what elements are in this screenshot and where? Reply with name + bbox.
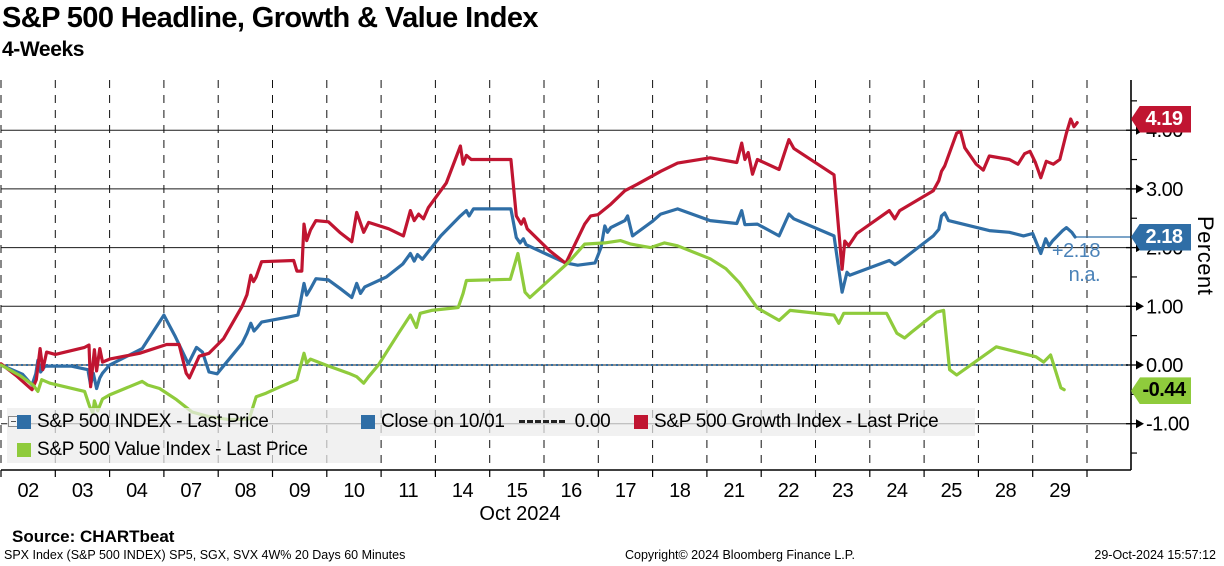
legend-background-row2 xyxy=(7,436,380,463)
x-tick-label: 25 xyxy=(941,480,963,502)
page-title: S&P 500 Headline, Growth & Value Index xyxy=(2,2,539,34)
price-tag-value[interactable]: -0.44 xyxy=(1131,377,1191,405)
y-axis-title: Percent xyxy=(1193,216,1218,296)
legend-item-growth-index[interactable]: S&P 500 Growth Index - Last Price xyxy=(634,408,939,435)
value-index-swatch xyxy=(17,442,31,457)
x-tick-label: 16 xyxy=(561,480,583,502)
y-tick-label: 1.00 xyxy=(1146,296,1183,318)
y-tick-label: 3.00 xyxy=(1146,179,1183,201)
close-line-swatch xyxy=(361,414,375,429)
x-tick-label: 15 xyxy=(506,480,528,502)
x-tick-label: 02 xyxy=(18,480,40,502)
footer-copyright: Copyright© 2024 Bloomberg Finance L.P. xyxy=(625,548,855,562)
y-tick-arrow-icon xyxy=(1136,301,1144,311)
x-tick-label: 09 xyxy=(289,480,311,502)
footer-ticker-info: SPX Index (S&P 500 INDEX) SP5, SGX, SVX … xyxy=(4,548,406,562)
x-tick-label: 14 xyxy=(452,480,474,502)
legend-label: S&P 500 Value Index - Last Price xyxy=(37,439,308,460)
last-change-annotation: +2.18 n.a. xyxy=(1000,239,1101,287)
series-line-s-p-500-index-last-price[interactable] xyxy=(0,207,1077,391)
legend-label: Close on 10/01 xyxy=(381,411,505,432)
dashed-line-sample-icon xyxy=(518,420,565,423)
x-tick-label: 22 xyxy=(778,480,800,502)
growth-index-swatch xyxy=(634,414,648,429)
close-line-value: 0.00 xyxy=(574,411,611,432)
x-tick-label: 24 xyxy=(886,480,908,502)
source-line: Source: CHARTbeat xyxy=(12,527,175,546)
y-tick-arrow-icon xyxy=(1136,419,1144,429)
legend-item-value-index[interactable]: S&P 500 Value Index - Last Price xyxy=(17,436,308,463)
x-tick-label: 11 xyxy=(398,480,418,502)
legend-row-1: S&P 500 INDEX - Last Price Close on 10/0… xyxy=(0,408,1000,435)
x-tick-label: 23 xyxy=(832,480,854,502)
y-tick-label: 0.00 xyxy=(1146,355,1183,377)
legend-row-2: S&P 500 Value Index - Last Price xyxy=(0,436,500,463)
x-tick-label: 07 xyxy=(180,480,202,502)
y-tick-arrow-icon xyxy=(1136,360,1144,370)
spx-index-swatch xyxy=(17,414,31,429)
x-tick-label: 08 xyxy=(235,480,257,502)
legend-item-spx-index[interactable]: S&P 500 INDEX - Last Price xyxy=(17,408,269,435)
footer-timestamp: 29-Oct-2024 15:57:12 xyxy=(1094,548,1216,562)
x-tick-label: 18 xyxy=(669,480,691,502)
y-tick-label: -1.00 xyxy=(1146,414,1189,436)
x-tick-label: 21 xyxy=(723,480,745,502)
series-line-s-p-500-growth-index-last-price[interactable] xyxy=(0,117,1079,392)
price-tag-spx[interactable]: 2.18 xyxy=(1131,223,1191,251)
y-tick-arrow-icon xyxy=(1136,184,1144,194)
page-subtitle: 4-Weeks xyxy=(2,38,85,61)
legend-item-close-line[interactable]: Close on 10/01 0.00 xyxy=(361,408,611,435)
x-tick-label: 29 xyxy=(1049,480,1071,502)
x-tick-label: 04 xyxy=(126,480,148,502)
series-line-s-p-500-value-index-last-price[interactable] xyxy=(0,239,1066,422)
legend-background-row1 xyxy=(7,408,975,436)
x-axis-title: Oct 2024 xyxy=(479,503,560,525)
x-tick-label: 03 xyxy=(72,480,94,502)
price-tag-growth[interactable]: 4.19 xyxy=(1131,105,1191,133)
x-tick-label: 10 xyxy=(343,480,365,502)
x-tick-label: 17 xyxy=(615,480,637,502)
legend-label: S&P 500 INDEX - Last Price xyxy=(37,411,269,432)
annotation-na: n.a. xyxy=(1068,264,1101,286)
legend-label: S&P 500 Growth Index - Last Price xyxy=(654,411,939,432)
x-tick-label: 28 xyxy=(995,480,1017,502)
annotation-change: +2.18 xyxy=(1051,240,1101,262)
